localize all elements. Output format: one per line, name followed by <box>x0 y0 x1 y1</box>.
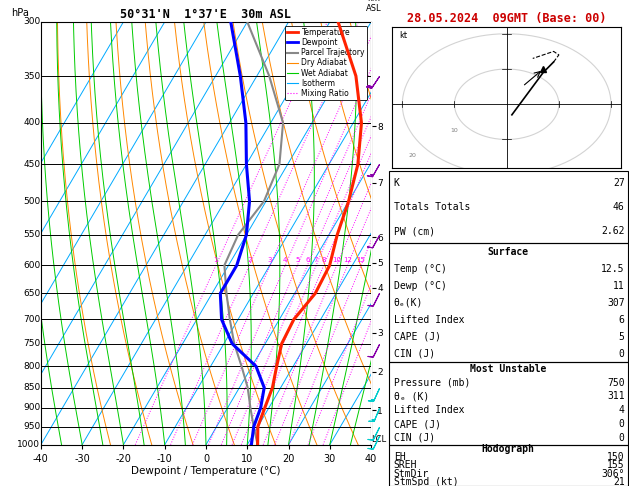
Text: EH: EH <box>394 452 406 462</box>
Text: Most Unstable: Most Unstable <box>470 364 547 374</box>
Text: 650: 650 <box>23 289 40 298</box>
Text: θₑ (K): θₑ (K) <box>394 392 429 401</box>
Text: 46: 46 <box>613 202 625 212</box>
Text: 7: 7 <box>314 257 318 263</box>
Title: 50°31'N  1°37'E  30m ASL: 50°31'N 1°37'E 30m ASL <box>121 8 291 21</box>
Text: 11: 11 <box>613 280 625 291</box>
Text: kt: kt <box>399 31 407 40</box>
Text: km
ASL: km ASL <box>365 0 381 14</box>
Text: 2: 2 <box>247 257 252 263</box>
Text: CIN (J): CIN (J) <box>394 348 435 359</box>
Text: hPa: hPa <box>11 8 29 17</box>
Text: 8: 8 <box>321 257 326 263</box>
Text: CAPE (J): CAPE (J) <box>394 419 441 429</box>
Text: 1000: 1000 <box>17 440 40 449</box>
Text: 12.5: 12.5 <box>601 263 625 274</box>
Text: 1: 1 <box>214 257 218 263</box>
Text: Lifted Index: Lifted Index <box>394 314 464 325</box>
Text: 700: 700 <box>23 315 40 324</box>
Text: 10: 10 <box>450 128 459 134</box>
Text: 10: 10 <box>332 257 342 263</box>
Text: 950: 950 <box>23 422 40 431</box>
Text: LCL: LCL <box>372 435 387 444</box>
X-axis label: Dewpoint / Temperature (°C): Dewpoint / Temperature (°C) <box>131 467 281 476</box>
Text: StmDir: StmDir <box>394 469 429 479</box>
Text: 0: 0 <box>619 419 625 429</box>
Text: 21: 21 <box>613 477 625 486</box>
Text: 307: 307 <box>607 297 625 308</box>
Text: Totals Totals: Totals Totals <box>394 202 470 212</box>
Text: 900: 900 <box>23 403 40 412</box>
Text: 155: 155 <box>607 460 625 470</box>
Text: Temp (°C): Temp (°C) <box>394 263 447 274</box>
Text: Hodograph: Hodograph <box>482 444 535 454</box>
Text: 750: 750 <box>23 339 40 348</box>
Text: 4: 4 <box>283 257 287 263</box>
Text: SREH: SREH <box>394 460 417 470</box>
Text: Surface: Surface <box>487 246 529 257</box>
Text: 311: 311 <box>607 392 625 401</box>
Text: 5: 5 <box>295 257 299 263</box>
Text: 750: 750 <box>607 378 625 388</box>
Text: 12: 12 <box>343 257 352 263</box>
Text: 4: 4 <box>619 405 625 415</box>
Text: 500: 500 <box>23 197 40 206</box>
Text: Lifted Index: Lifted Index <box>394 405 464 415</box>
Text: 300: 300 <box>23 17 40 26</box>
Text: 2.62: 2.62 <box>601 226 625 236</box>
Text: 306°: 306° <box>601 469 625 479</box>
Text: 550: 550 <box>23 230 40 239</box>
Text: 27: 27 <box>613 178 625 188</box>
Text: 850: 850 <box>23 383 40 392</box>
Text: 3: 3 <box>268 257 272 263</box>
Text: StmSpd (kt): StmSpd (kt) <box>394 477 459 486</box>
Text: 0: 0 <box>619 433 625 443</box>
Text: 450: 450 <box>23 160 40 169</box>
Text: 28.05.2024  09GMT (Base: 00): 28.05.2024 09GMT (Base: 00) <box>407 12 606 25</box>
Text: 6: 6 <box>619 314 625 325</box>
Text: 150: 150 <box>607 452 625 462</box>
Text: Dewp (°C): Dewp (°C) <box>394 280 447 291</box>
Text: 6: 6 <box>305 257 309 263</box>
Text: 0: 0 <box>619 348 625 359</box>
Legend: Temperature, Dewpoint, Parcel Trajectory, Dry Adiabat, Wet Adiabat, Isotherm, Mi: Temperature, Dewpoint, Parcel Trajectory… <box>285 26 367 100</box>
Text: 400: 400 <box>23 119 40 127</box>
Text: 800: 800 <box>23 362 40 371</box>
Text: Pressure (mb): Pressure (mb) <box>394 378 470 388</box>
Text: K: K <box>394 178 399 188</box>
Text: 600: 600 <box>23 261 40 270</box>
Text: 20: 20 <box>409 153 416 158</box>
Text: 350: 350 <box>23 71 40 81</box>
Text: 5: 5 <box>619 331 625 342</box>
Text: CIN (J): CIN (J) <box>394 433 435 443</box>
Text: PW (cm): PW (cm) <box>394 226 435 236</box>
Text: 15: 15 <box>357 257 365 263</box>
Text: θₑ(K): θₑ(K) <box>394 297 423 308</box>
Text: CAPE (J): CAPE (J) <box>394 331 441 342</box>
